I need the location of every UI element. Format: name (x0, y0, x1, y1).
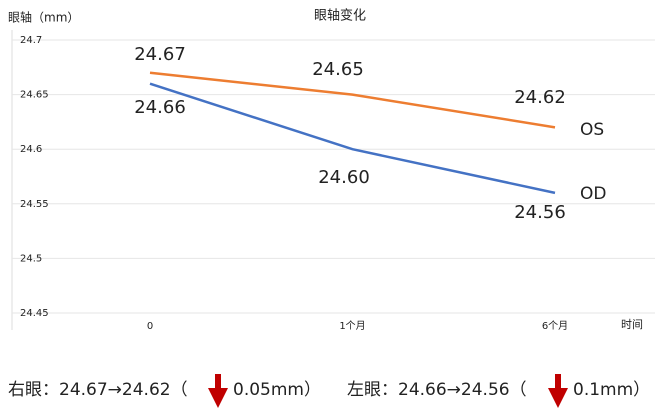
y-tick-label: 24.7 (20, 35, 42, 46)
series-line (149, 71, 556, 129)
data-label: 24.66 (134, 97, 186, 118)
down-arrow (208, 374, 228, 408)
x-tick-label: 1个月 (339, 320, 365, 332)
note: 左眼：24.66→24.56（ (347, 380, 527, 400)
data-label: 24.62 (514, 87, 566, 108)
x-tick-label: 6个月 (542, 320, 568, 332)
series-line (149, 82, 556, 195)
data-label: 24.67 (134, 44, 186, 65)
y-tick-label: 24.65 (20, 90, 49, 101)
note: 右眼：24.67→24.62（ (8, 380, 188, 400)
note: 0.1mm） (573, 380, 650, 400)
data-label: 24.60 (318, 167, 370, 188)
chart-title: 眼轴变化 (314, 8, 366, 24)
y-tick-label: 24.5 (20, 253, 42, 264)
data-label: 24.56 (514, 202, 566, 223)
data-label: 24.65 (312, 59, 364, 80)
legend-label: OS (580, 120, 604, 140)
y-tick-label: 24.45 (20, 308, 49, 319)
y-tick-label: 24.6 (20, 144, 42, 155)
x-axis-label: 时间 (621, 318, 643, 331)
down-arrow (548, 374, 568, 408)
y-tick-label: 24.55 (20, 199, 49, 210)
note: 0.05mm） (233, 380, 321, 400)
legend-label: OD (580, 184, 606, 204)
x-tick-label: 0 (147, 321, 153, 332)
y-axis-label: 眼轴（mm） (8, 10, 79, 25)
